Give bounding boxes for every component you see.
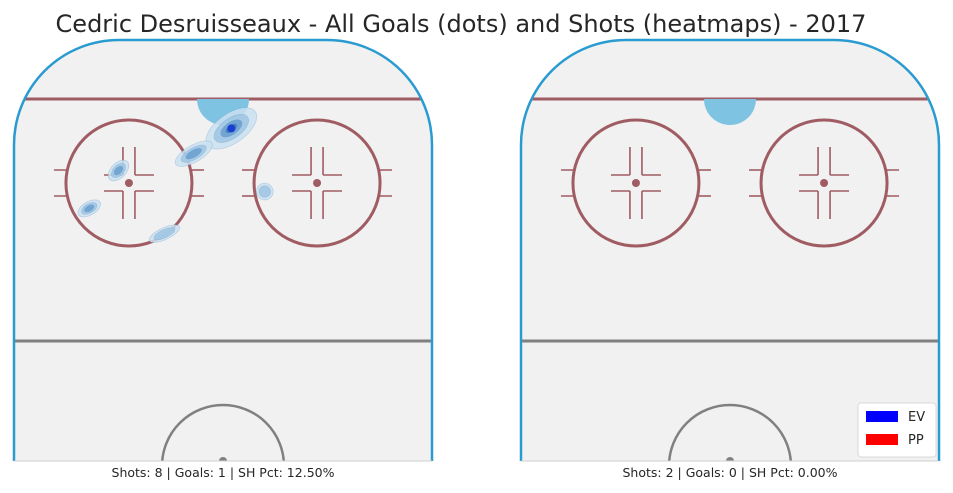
faceoff-dot-left [631,179,640,187]
rink-panel-right [519,38,941,462]
legend-swatch-ev [866,411,898,422]
center-circle [667,403,793,461]
rink-boards [12,38,434,461]
heatmap-contour-3-2 [84,204,95,213]
faceoff-dot-right [313,179,322,187]
rink-markings [14,97,432,461]
heatmap-contour-1-2 [185,148,202,160]
panel-left-stats: Shots: 8 | Goals: 1 | SH Pct: 12.50% [112,465,335,480]
legend-label-pp: PP [908,433,924,448]
rink-surface [521,40,939,461]
legend-label-ev: EV [908,410,925,425]
faceoff-circle-left [571,118,701,248]
faceoff-circle-right [759,118,889,248]
legend: EV PP [857,402,937,458]
rink-surface [14,40,432,461]
center-dot [219,457,227,461]
goal-dot-0 [227,124,236,133]
chart-title: Cedric Desruisseaux - All Goals (dots) a… [56,10,867,38]
rink-boards [519,38,941,461]
panel-right-stats: Shots: 2 | Goals: 0 | SH Pct: 0.00% [622,465,837,480]
center-circle [160,403,286,461]
goal-crease [704,99,756,125]
legend-swatch-pp [866,434,898,445]
rink-markings [521,97,939,461]
faceoff-dot-right [820,179,829,187]
heatmap-contour-5-1 [258,185,271,198]
faceoff-circle-right [252,118,382,248]
rink-panel-left [12,38,434,462]
center-dot [726,457,734,461]
faceoff-circle-left [64,118,194,248]
heatmap-contour-4-1 [153,227,176,240]
faceoff-dot-left [124,179,133,187]
heatmap-contour-2-2 [113,165,124,176]
